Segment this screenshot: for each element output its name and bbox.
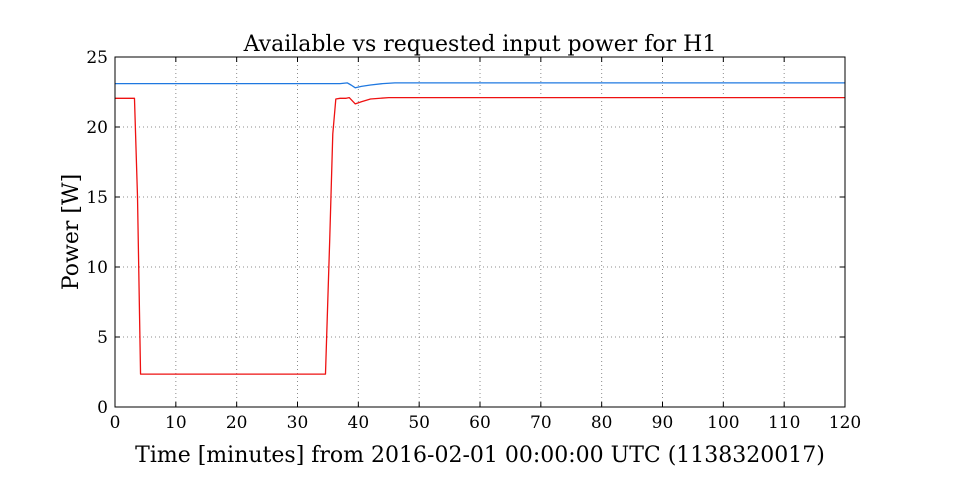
y-tick-label: 25 bbox=[86, 48, 108, 68]
x-axis-label: Time [minutes] from 2016-02-01 00:00:00 … bbox=[135, 443, 825, 468]
x-tick-label: 20 bbox=[226, 413, 248, 433]
x-tick-label: 110 bbox=[768, 413, 800, 433]
series-line-2 bbox=[115, 96, 845, 375]
series-layer bbox=[115, 82, 845, 375]
y-tick-label: 0 bbox=[97, 398, 108, 418]
x-tick-label: 0 bbox=[110, 413, 121, 433]
chart-title: Available vs requested input power for H… bbox=[243, 32, 717, 57]
x-tick-label: 10 bbox=[165, 413, 187, 433]
series-line-1 bbox=[115, 82, 845, 89]
ticks: 0 10 20 30 40 50 60 70 80 90 100 110 120 0 5 10 15 20 25 bbox=[86, 48, 861, 433]
y-tick-label: 5 bbox=[97, 328, 108, 348]
x-tick-label: 100 bbox=[707, 413, 739, 433]
x-tick-label: 30 bbox=[287, 413, 309, 433]
x-tick-label: 70 bbox=[530, 413, 552, 433]
x-tick-label: 80 bbox=[591, 413, 613, 433]
y-axis-label: Power [W] bbox=[59, 174, 84, 290]
y-tick-label: 20 bbox=[86, 118, 108, 138]
y-tick-label: 15 bbox=[86, 188, 108, 208]
x-tick-label: 90 bbox=[652, 413, 674, 433]
grid bbox=[115, 57, 845, 407]
x-tick-label: 40 bbox=[348, 413, 370, 433]
x-tick-label: 50 bbox=[408, 413, 430, 433]
x-tick-label: 60 bbox=[469, 413, 491, 433]
y-tick-label: 10 bbox=[86, 258, 108, 278]
x-tick-label: 120 bbox=[829, 413, 861, 433]
